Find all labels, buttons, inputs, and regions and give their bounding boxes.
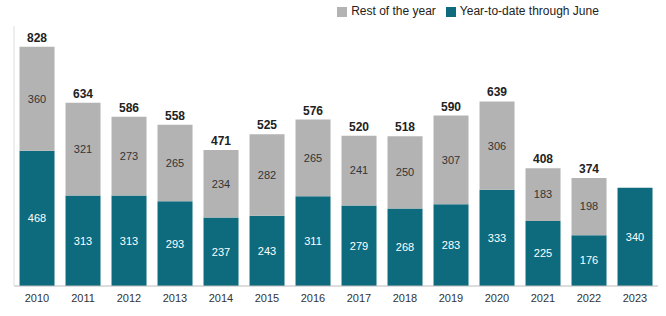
svg-text:250: 250 — [396, 166, 414, 178]
svg-text:2022: 2022 — [577, 292, 601, 304]
svg-text:590: 590 — [441, 100, 461, 114]
svg-text:268: 268 — [396, 241, 414, 253]
svg-text:283: 283 — [442, 239, 460, 251]
svg-text:282: 282 — [258, 169, 276, 181]
svg-text:293: 293 — [166, 238, 184, 250]
svg-text:518: 518 — [395, 120, 415, 134]
svg-text:333: 333 — [488, 232, 506, 244]
svg-text:2016: 2016 — [301, 292, 325, 304]
svg-text:2023: 2023 — [623, 292, 647, 304]
svg-text:639: 639 — [487, 85, 507, 99]
svg-text:2019: 2019 — [439, 292, 463, 304]
svg-text:237: 237 — [212, 246, 230, 258]
svg-text:183: 183 — [534, 188, 552, 200]
svg-text:311: 311 — [304, 235, 322, 247]
svg-text:2018: 2018 — [393, 292, 417, 304]
html-text:Rest of the year: Rest of the year — [351, 4, 436, 18]
svg-text:558: 558 — [165, 109, 185, 123]
svg-text:374: 374 — [579, 162, 599, 176]
svg-text:408: 408 — [533, 152, 553, 166]
svg-text:234: 234 — [212, 178, 230, 190]
svg-text:2014: 2014 — [209, 292, 233, 304]
svg-text:586: 586 — [119, 101, 139, 115]
svg-text:198: 198 — [580, 200, 598, 212]
svg-text:471: 471 — [211, 134, 231, 148]
svg-text:2020: 2020 — [485, 292, 509, 304]
svg-text:634: 634 — [73, 87, 93, 101]
svg-text:2013: 2013 — [163, 292, 187, 304]
svg-text:340: 340 — [626, 231, 644, 243]
svg-text:279: 279 — [350, 240, 368, 252]
svg-text:2011: 2011 — [71, 292, 95, 304]
svg-text:525: 525 — [257, 118, 277, 132]
svg-text:576: 576 — [303, 104, 323, 118]
svg-text:2017: 2017 — [347, 292, 371, 304]
svg-text:2015: 2015 — [255, 292, 279, 304]
svg-text:321: 321 — [74, 143, 92, 155]
svg-text:313: 313 — [120, 235, 138, 247]
svg-text:265: 265 — [166, 157, 184, 169]
html-text:Year-to-date through June: Year-to-date through June — [459, 4, 599, 18]
svg-text:241: 241 — [350, 164, 368, 176]
svg-text:313: 313 — [74, 235, 92, 247]
svg-text:2010: 2010 — [25, 292, 49, 304]
svg-text:2012: 2012 — [117, 292, 141, 304]
svg-text:468: 468 — [28, 212, 46, 224]
svg-text:307: 307 — [442, 154, 460, 166]
svg-text:225: 225 — [534, 247, 552, 259]
svg-text:176: 176 — [580, 254, 598, 266]
svg-text:306: 306 — [488, 140, 506, 152]
svg-text:520: 520 — [349, 120, 369, 134]
svg-text:2021: 2021 — [531, 292, 555, 304]
svg-text:273: 273 — [120, 150, 138, 162]
svg-text:360: 360 — [28, 93, 46, 105]
svg-text:828: 828 — [27, 31, 47, 45]
svg-text:243: 243 — [258, 245, 276, 257]
svg-text:265: 265 — [304, 152, 322, 164]
